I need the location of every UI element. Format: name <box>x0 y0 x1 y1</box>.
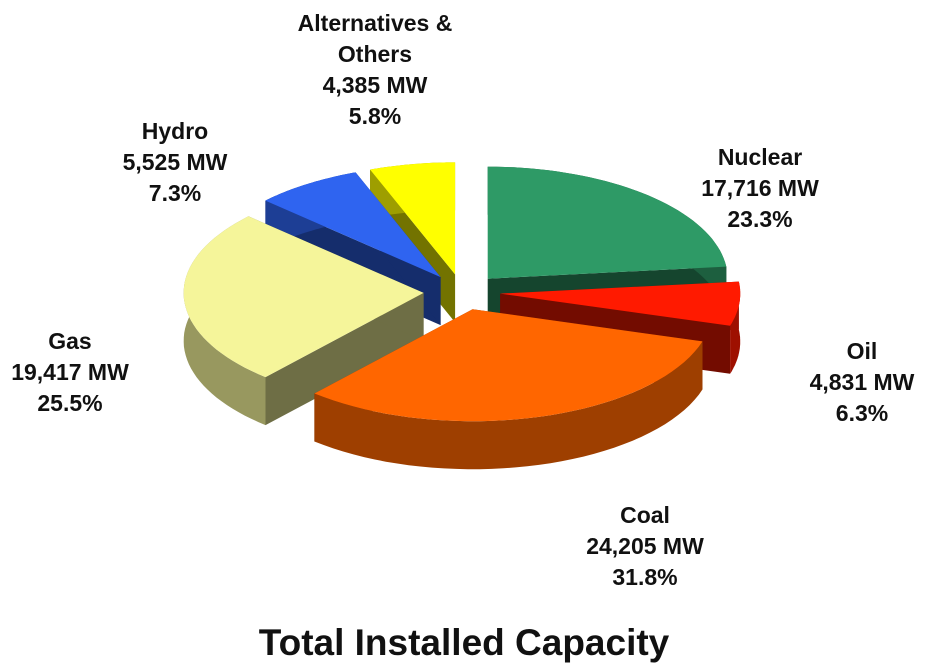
slice-percent: 31.8% <box>612 564 678 590</box>
slice-percent: 23.3% <box>727 206 793 232</box>
slice <box>183 216 424 426</box>
slice-percent: 7.3% <box>148 180 202 206</box>
slice-top <box>183 216 424 378</box>
slice-name: Nuclear <box>717 144 803 170</box>
slice-wall <box>730 281 741 374</box>
slice-percent: 25.5% <box>37 390 103 416</box>
data-label: Oil 4,831 MW 6.3% <box>762 336 928 429</box>
slice-value: 5,525 MW <box>122 149 228 175</box>
slice <box>314 309 703 470</box>
slice-side <box>265 292 424 426</box>
data-label: Nuclear 17,716 MW 23.3% <box>660 142 860 235</box>
data-label: Coal 24,205 MW 31.8% <box>545 500 745 593</box>
slice-top <box>314 309 703 422</box>
slice-value: 19,417 MW <box>11 359 129 385</box>
data-label: Gas 19,417 MW 25.5% <box>0 326 170 419</box>
slice-top <box>265 172 441 278</box>
slice-name: Coal <box>620 502 670 528</box>
data-label: Hydro 5,525 MW 7.3% <box>75 116 275 209</box>
slice-top <box>500 281 741 326</box>
slice-value: 17,716 MW <box>701 175 819 201</box>
slice-name: Hydro <box>141 118 209 144</box>
slice-name: Alternatives & Others <box>297 10 453 67</box>
slice-top <box>487 166 727 279</box>
slice-value: 4,385 MW <box>322 72 428 98</box>
slice-wall <box>314 341 703 470</box>
slice-percent: 6.3% <box>835 400 889 426</box>
chart-title: Total Installed Capacity <box>258 622 670 663</box>
slice-percent: 5.8% <box>348 103 402 129</box>
slice-top <box>370 162 456 275</box>
data-label: Alternatives & Others 4,385 MW 5.8% <box>285 8 465 132</box>
slice-value: 24,205 MW <box>586 533 704 559</box>
slice-name: Gas <box>48 328 92 354</box>
slice-name: Oil <box>846 338 878 364</box>
slice-value: 4,831 MW <box>809 369 915 395</box>
